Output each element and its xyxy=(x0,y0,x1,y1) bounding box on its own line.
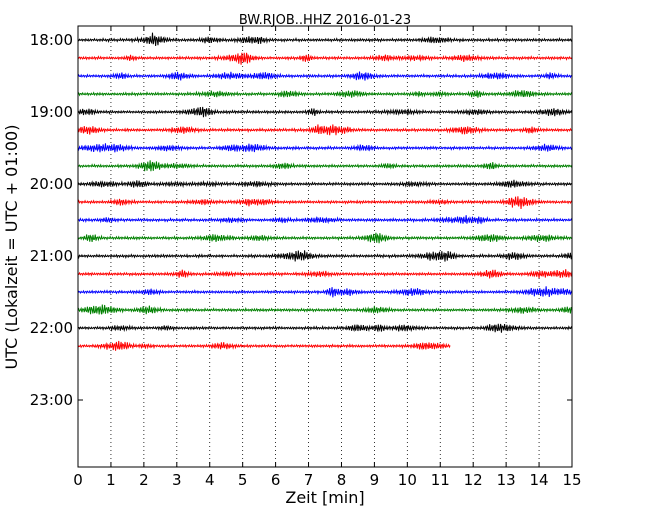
x-tick-label: 10 xyxy=(398,471,417,489)
x-tick-label: 11 xyxy=(431,471,450,489)
seismic-trace xyxy=(77,215,573,225)
seismic-trace xyxy=(77,323,573,333)
plot-frame xyxy=(77,25,573,468)
vertical-grid xyxy=(110,26,540,467)
chart-title: BW.RJOB..HHZ 2016-01-23 xyxy=(239,13,411,28)
x-tick-label: 6 xyxy=(271,471,281,489)
x-tick-label: 12 xyxy=(464,471,483,489)
seismic-trace xyxy=(77,232,573,244)
seismic-trace xyxy=(77,160,573,172)
seismic-trace xyxy=(77,196,573,209)
seismic-trace xyxy=(77,32,573,47)
x-tick-label: 1 xyxy=(106,471,116,489)
y-tick-label: 22:00 xyxy=(30,319,73,337)
x-tick-label: 2 xyxy=(139,471,149,489)
seismogram-traces xyxy=(77,32,573,351)
y-tick-label: 21:00 xyxy=(30,247,73,265)
seismic-trace xyxy=(77,71,573,81)
seismic-trace xyxy=(77,52,573,65)
seismic-trace xyxy=(77,90,573,98)
seismic-trace xyxy=(77,124,573,136)
x-tick-label: 14 xyxy=(530,471,549,489)
x-axis-label: Zeit [min] xyxy=(285,488,364,507)
y-tick-label: 18:00 xyxy=(30,31,73,49)
x-tick-label: 3 xyxy=(172,471,182,489)
y-tick-label: 19:00 xyxy=(30,103,73,121)
seismic-trace xyxy=(77,250,573,262)
x-tick-label: 5 xyxy=(238,471,248,489)
axis-ticks: 0 1 2 3 4 5 6 7 8 9 10 11 12 13 14 1518:0019:0020:0021:… xyxy=(30,26,582,489)
seismic-trace xyxy=(77,286,573,298)
seismic-trace xyxy=(77,340,451,351)
x-tick-label: 4 xyxy=(205,471,215,489)
x-tick-label: 15 xyxy=(562,471,581,489)
x-tick-label: 9 xyxy=(370,471,380,489)
seismic-trace xyxy=(77,143,573,153)
y-tick-label: 23:00 xyxy=(30,391,73,409)
seismic-trace xyxy=(77,179,573,189)
x-tick-label: 7 xyxy=(304,471,314,489)
seismic-trace xyxy=(77,106,573,118)
x-tick-label: 0 xyxy=(73,471,83,489)
x-tick-label: 13 xyxy=(497,471,516,489)
seismic-trace xyxy=(77,269,573,279)
x-tick-label: 8 xyxy=(337,471,347,489)
y-tick-label: 20:00 xyxy=(30,175,73,193)
y-axis-label: UTC (Lokalzeit = UTC + 01:00) xyxy=(2,125,21,370)
seismic-trace xyxy=(77,304,573,315)
